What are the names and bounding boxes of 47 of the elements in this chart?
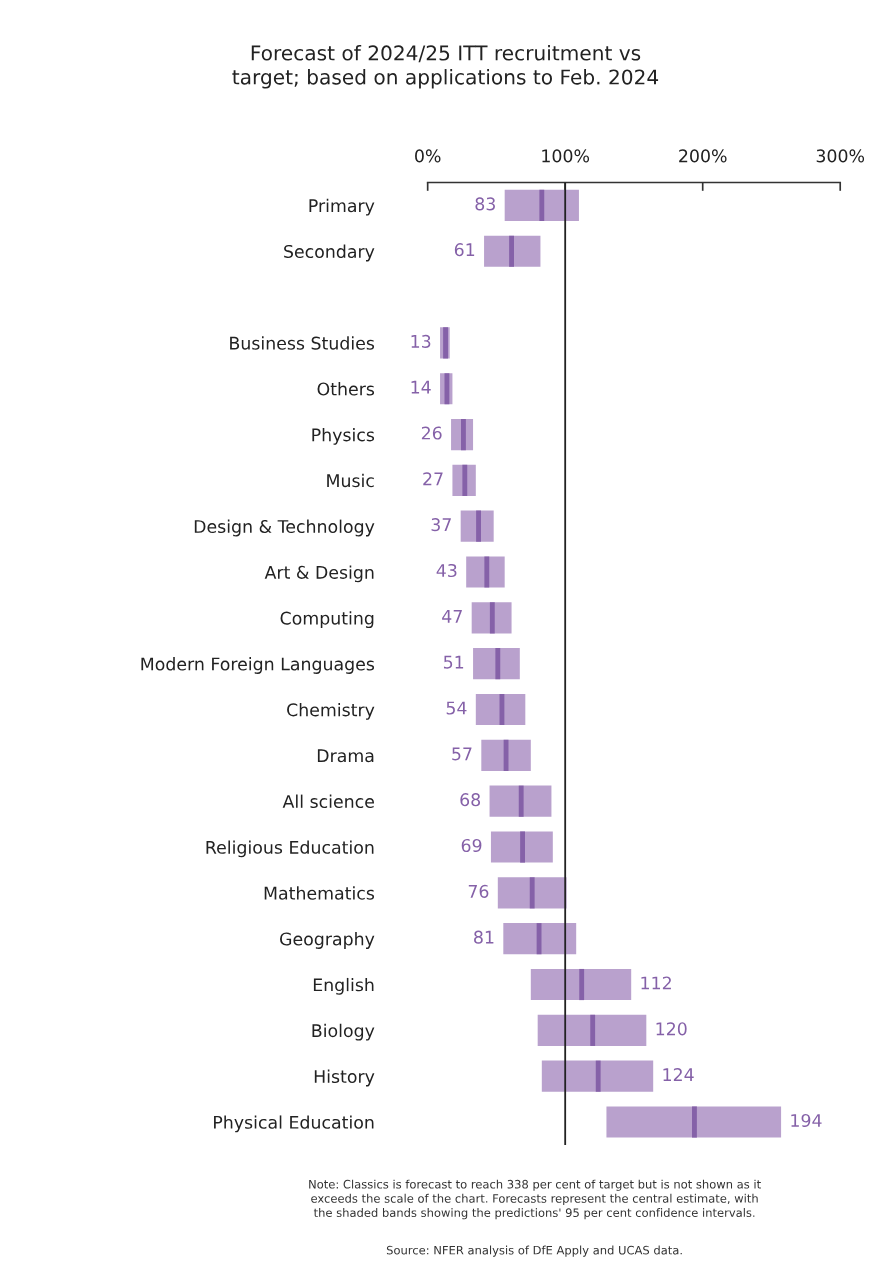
y-tick-label: Physical Education	[214, 1115, 374, 1133]
y-tick-label: Others	[317, 382, 375, 396]
text: 37	[431, 518, 451, 532]
y-tick-label: Biology	[312, 1023, 375, 1041]
y-tick-label: Primary	[309, 198, 375, 216]
text: 26	[421, 426, 442, 440]
x-tick-label: 200%	[679, 149, 727, 163]
text: 69	[461, 838, 482, 853]
y-tick-label: Secondary	[284, 244, 375, 262]
text: 13	[411, 334, 431, 348]
text: 112	[641, 976, 671, 990]
text: 61	[454, 243, 475, 257]
y-tick-label: Drama	[317, 749, 374, 763]
chart-title: Forecast of 2024/25 ITT recruitment vs target; based on applications to Feb. 2024	[232, 44, 659, 89]
y-tick-label: All science	[282, 794, 374, 809]
y-tick-label: Physics	[312, 427, 375, 445]
x-tick-label: 300%	[816, 149, 865, 163]
y-tick-label: History	[314, 1069, 375, 1087]
y-tick-label: Religious Education	[206, 840, 374, 858]
text: 27	[423, 472, 443, 486]
text: 83	[475, 197, 495, 211]
y-tick-label: English	[313, 977, 374, 995]
text: 81	[474, 930, 494, 944]
text: 54	[446, 701, 467, 715]
text: Note: Classics is forecast to reach 338 per cent of target but is not shown as it exceeds the scale of the chart. Forecasts represent the central estimate, with the shaded bands showing the predictions' 95 per cent confidence intervals.	[309, 1179, 761, 1220]
y-tick-label: Chemistry	[287, 702, 375, 720]
text: 47	[442, 610, 462, 623]
text: 14	[411, 380, 431, 394]
text: 51	[443, 655, 464, 669]
y-tick-label: Modern Foreign Languages	[141, 657, 375, 674]
y-tick-label: Geography	[280, 932, 375, 949]
text: 194	[791, 1113, 822, 1128]
x-tick-label: 0%	[415, 149, 441, 163]
text: 68	[460, 793, 481, 807]
text: 57	[452, 747, 472, 761]
text: 43	[436, 563, 457, 578]
text: 76	[468, 884, 489, 898]
y-tick-label: Music	[327, 473, 374, 488]
y-tick-label: Art & Design	[264, 565, 374, 583]
source-note: Source: NFER analysis of DfE Apply and UCAS data.	[386, 1245, 682, 1257]
y-tick-label: Computing	[280, 611, 374, 629]
y-tick-label: Design & Technology	[194, 519, 375, 537]
text: 124	[663, 1068, 694, 1081]
y-tick-label: Business Studies	[230, 336, 375, 350]
text: 120	[656, 1022, 687, 1036]
x-tick-label: 100%	[542, 149, 590, 163]
y-tick-label: Mathematics	[264, 886, 375, 900]
